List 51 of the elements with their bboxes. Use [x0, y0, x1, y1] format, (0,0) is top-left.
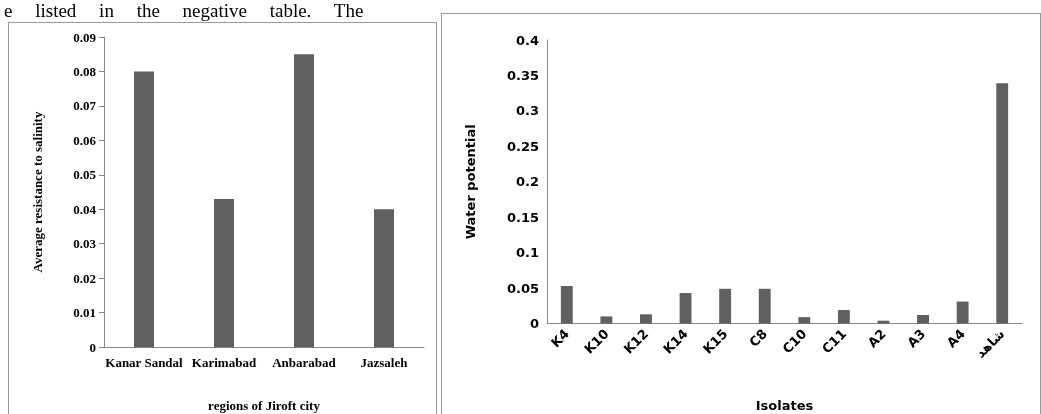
y-tick-label: 0.25	[506, 138, 539, 154]
bar	[374, 209, 394, 347]
y-tick-label: 0.08	[73, 63, 97, 79]
y-tick-label: 0.04	[73, 201, 97, 217]
x-axis-title: Isolates	[755, 398, 814, 413]
y-tick-label: 0	[529, 316, 539, 332]
y-axis-title: Water potential	[463, 124, 478, 240]
y-tick-label: 0.01	[73, 305, 96, 321]
y-tick-label: 0.3	[515, 103, 539, 119]
bar	[877, 320, 890, 324]
x-tick-label: C11	[819, 326, 850, 357]
bar	[837, 310, 850, 324]
x-tick-label: A4	[943, 326, 968, 351]
y-tick-label: 0.1	[515, 245, 539, 261]
bar	[719, 288, 732, 324]
y-tick-label: 0.2	[515, 174, 539, 190]
y-tick-label: 0.35	[506, 67, 539, 83]
bar	[294, 54, 314, 347]
x-tick-label: Anbarabad	[272, 355, 337, 370]
x-tick-label: A2	[864, 326, 889, 351]
x-tick-label: Kanar Sandal	[105, 355, 184, 370]
y-tick-label: 0.09	[73, 29, 97, 45]
bar	[560, 285, 573, 324]
bar	[679, 293, 692, 324]
y-tick-label: 0.05	[506, 280, 539, 296]
y-tick-label: 0	[89, 339, 96, 355]
x-tick-label: شاهد	[972, 326, 1008, 361]
bar	[600, 316, 613, 324]
x-tick-label: Karimabad	[191, 355, 257, 370]
x-axis-title: regions of Jiroft city	[208, 398, 321, 413]
bar	[996, 83, 1009, 324]
text: e listed in the negative table. The	[4, 0, 365, 21]
y-tick-label: 0.05	[73, 167, 97, 183]
x-tick-label: Jazsaleh	[360, 355, 409, 370]
y-tick-label: 0.02	[73, 270, 96, 286]
x-tick-label: A3	[904, 326, 929, 351]
y-axis-title: Average resistance to salinity	[30, 111, 45, 273]
y-tick-label: 0.4	[515, 32, 539, 48]
y-tick-label: 0.15	[506, 209, 539, 225]
bar	[134, 71, 154, 347]
x-tick-label: C8	[746, 326, 771, 350]
x-tick-label: K4	[547, 326, 573, 351]
y-tick-label: 0.03	[73, 236, 97, 252]
y-tick-label: 0.07	[73, 98, 97, 114]
bar	[758, 288, 771, 324]
bar	[798, 317, 811, 324]
bar	[956, 301, 969, 324]
bar	[214, 198, 234, 347]
y-tick-label: 0.06	[73, 132, 97, 148]
bar	[640, 314, 652, 324]
bar	[917, 315, 929, 324]
